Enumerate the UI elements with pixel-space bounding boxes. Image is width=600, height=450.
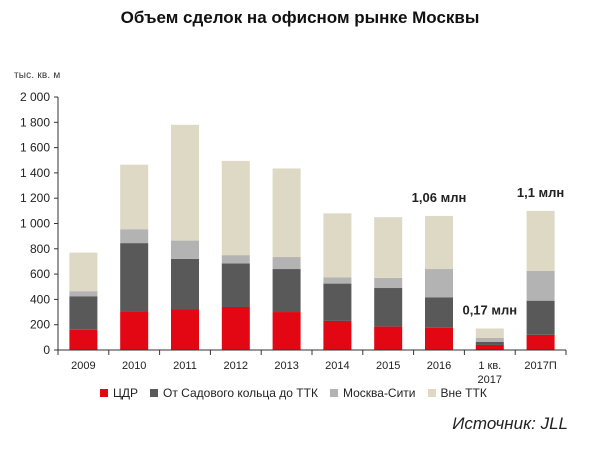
legend: ЦДР От Садового кольца до ТТК Москва-Сити В… (100, 386, 499, 400)
bar-segment (69, 329, 98, 350)
y-tick-label: 0 (43, 343, 50, 357)
x-axis: 2009 2010 2011 2012 2013 2014 2015 2016 1 кв. 201… (57, 349, 567, 386)
legend-swatch (150, 389, 159, 397)
legend-label: ЦДР (113, 386, 139, 400)
legend-label: Вне ТТК (440, 386, 487, 400)
y-tick-label: 1 200 (20, 191, 50, 205)
y-tick-label: 1 600 (20, 141, 50, 155)
legend-item: ЦДР (100, 386, 138, 400)
bar-segment (425, 297, 453, 328)
bar-segment (221, 263, 250, 307)
y-axis: 0 200 400 600 800 1 000 1 200 1 400 1 600 1 800 2 … (20, 90, 59, 357)
legend-swatch (427, 389, 436, 397)
bar-segment (323, 277, 352, 284)
bar-segment (272, 269, 301, 313)
bar-segment (374, 277, 403, 289)
legend-item: Вне ТТК (427, 386, 487, 400)
y-tick-label: 400 (30, 292, 50, 306)
bar-segment (120, 229, 149, 244)
bar-segment (272, 168, 301, 258)
chart-title: Объем сделок на офисном рынке Москвы (120, 8, 480, 27)
bar-segment (69, 252, 98, 292)
x-tick-label: 2017П (524, 360, 556, 372)
stacked-bar-chart: 0 200 400 600 800 1 000 1 200 1 400 1 600 1 800 2 … (20, 90, 567, 386)
legend-label: От Садового кольца до ТТК (163, 386, 318, 400)
x-tick-label: 2013 (274, 360, 298, 372)
bar-segment (120, 243, 149, 312)
x-tick-label: 2014 (325, 360, 349, 372)
bar-segment (323, 213, 352, 278)
legend-swatch (100, 389, 108, 397)
bar-segment (425, 327, 453, 350)
bar-segment (171, 258, 199, 310)
y-tick-label: 800 (30, 242, 50, 256)
bars (69, 124, 555, 350)
bar-segment (526, 300, 555, 335)
bar-annotation: 1,06 млн (412, 190, 467, 205)
source-note: Источник: JLL (452, 414, 568, 433)
y-tick-label: 1 400 (20, 166, 50, 180)
y-tick-label: 2 000 (20, 90, 50, 104)
legend-label: Москва-Сити (342, 386, 416, 400)
bar-segment (425, 215, 453, 270)
x-tick-label: 2016 (427, 360, 451, 372)
bar-segment (221, 306, 250, 350)
y-tick-label: 200 (30, 318, 50, 332)
bar-segment (272, 257, 301, 270)
y-tick-label: 1 800 (20, 115, 50, 129)
x-tick-label: 2015 (376, 360, 400, 372)
bar-segment (323, 283, 352, 321)
x-tick-label: 1 кв. 2017 (478, 360, 502, 386)
bar-segment (323, 320, 352, 350)
y-axis-label: тыс. кв. м (14, 70, 61, 81)
bar-segment (475, 337, 504, 342)
bar-segment (526, 270, 555, 301)
bar-segment (374, 326, 403, 350)
y-tick-label: 1 000 (20, 217, 50, 231)
bar-segment (374, 217, 403, 278)
bar-segment (69, 291, 98, 297)
bar-segment (425, 269, 453, 298)
bar-segment (171, 124, 199, 241)
bar-segment (221, 160, 250, 256)
bar-segment (221, 255, 250, 264)
bar-segment (526, 210, 555, 271)
bar-segment (374, 288, 403, 327)
bar-segment (120, 311, 149, 350)
x-tick-label: 2012 (224, 360, 248, 372)
legend-item: Москва-Сити (329, 386, 416, 400)
x-tick-label: 2009 (71, 360, 95, 372)
legend-item: От Садового кольца до ТТК (150, 386, 318, 400)
y-tick-label: 600 (30, 267, 50, 281)
bar-segment (69, 296, 98, 330)
bar-segment (171, 240, 199, 259)
bar-segment (272, 312, 301, 350)
legend-swatch (329, 389, 338, 397)
x-tick-label: 2011 (173, 360, 197, 372)
bar-annotation: 0,17 млн (462, 302, 517, 317)
bar-annotation: 1,1 млн (517, 185, 564, 200)
x-tick-label: 2010 (122, 360, 146, 372)
annotations: 1,06 млн 0,17 млн 1,1 млн (412, 185, 565, 318)
bar-segment (171, 309, 199, 350)
bar-segment (475, 344, 504, 350)
bar-segment (526, 334, 555, 350)
bar-segment (120, 164, 149, 230)
bar-segment (475, 341, 504, 345)
bar-segment (475, 328, 504, 338)
